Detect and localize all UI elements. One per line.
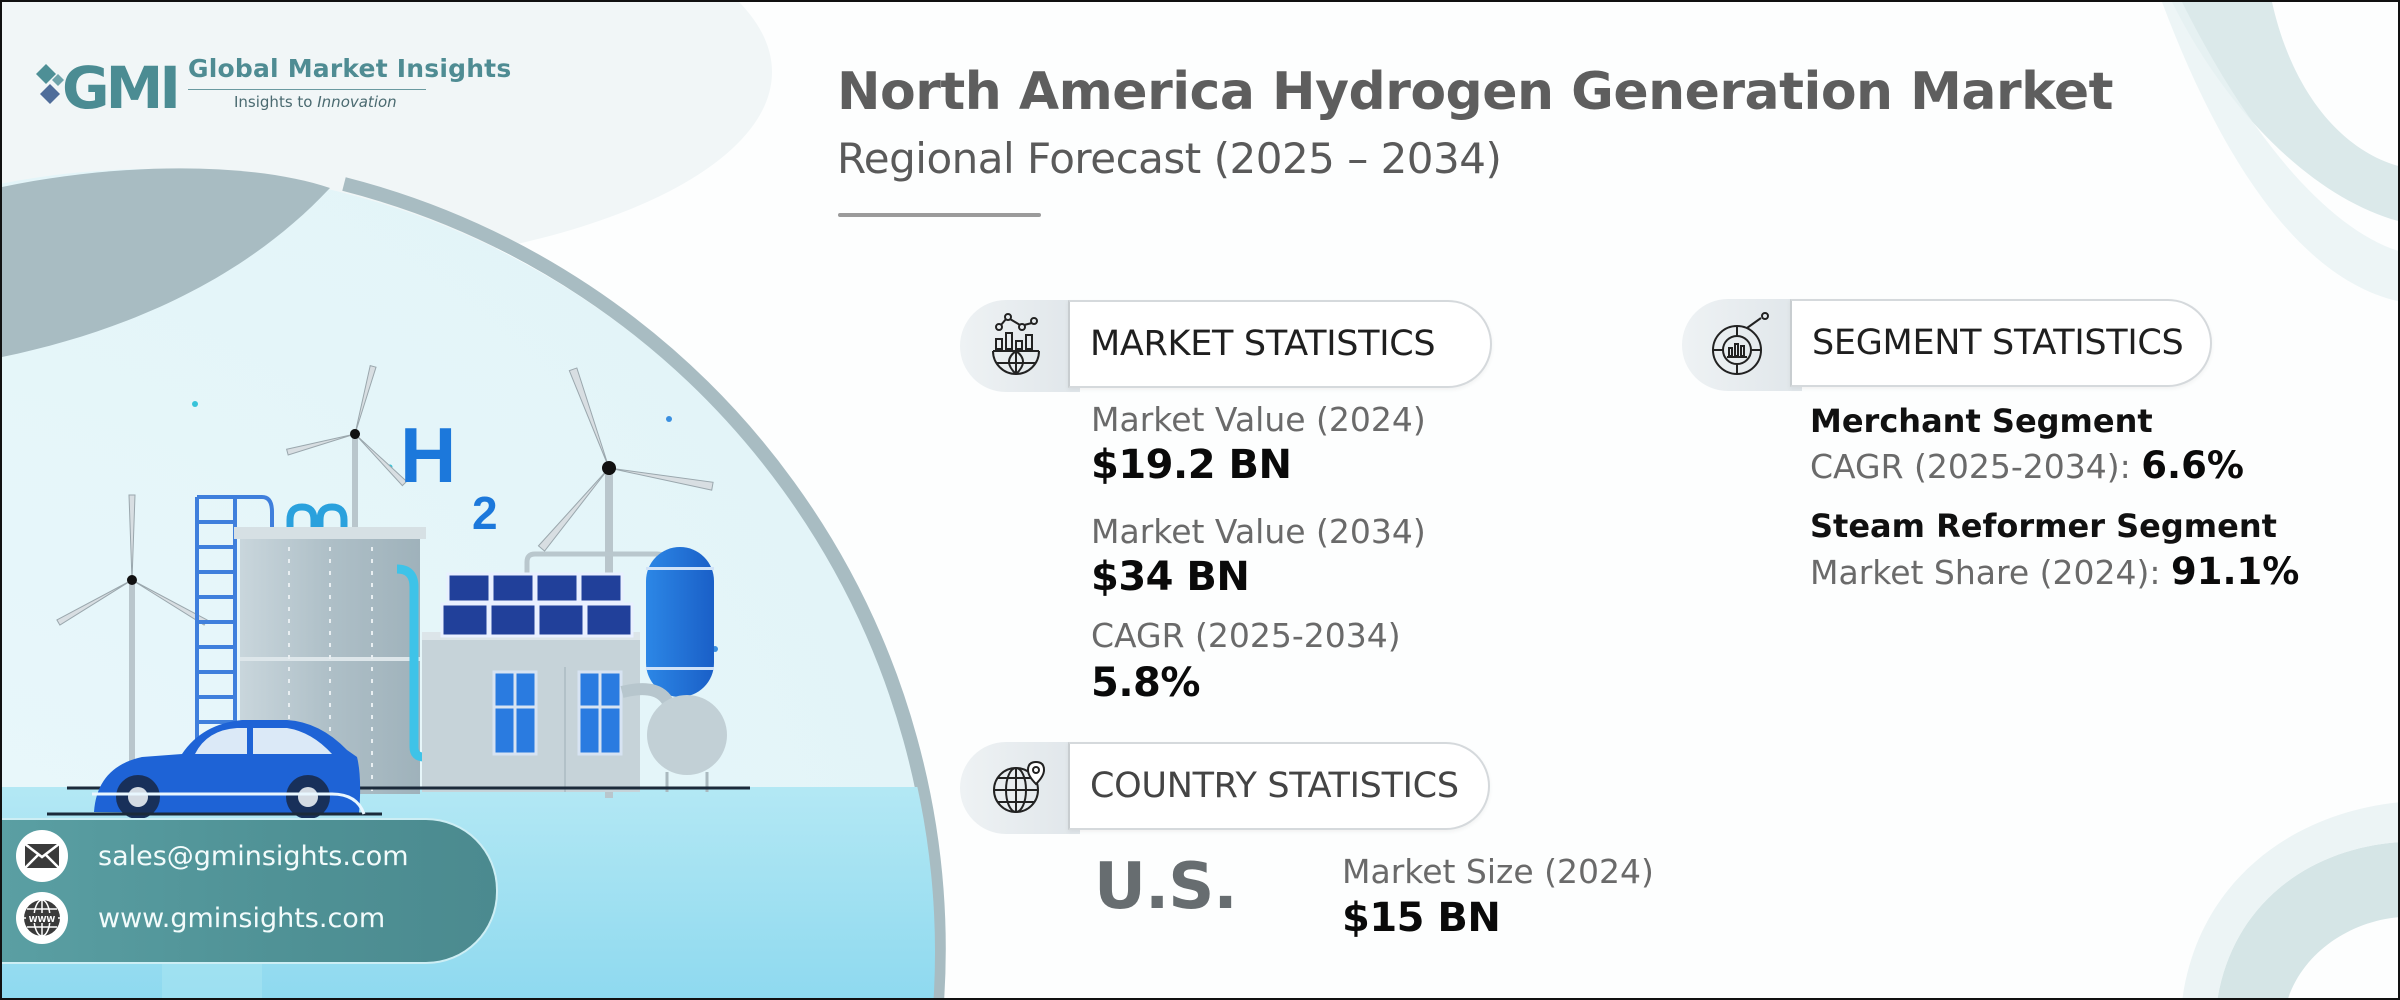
market-statistics-label-box: MARKET STATISTICS	[1068, 300, 1492, 388]
country-statistics-header: COUNTRY STATISTICS	[960, 742, 1490, 834]
segment-statistics-header: SEGMENT STATISTICS	[1682, 299, 2212, 391]
svg-text:WWW: WWW	[29, 915, 56, 924]
globe-pin-icon	[960, 742, 1080, 834]
title-underline	[838, 213, 1041, 217]
stat-value-market-value-2034: $34 BN	[1091, 554, 1250, 600]
country-statistics-label-box: COUNTRY STATISTICS	[1068, 742, 1490, 830]
contact-panel: sales@gminsights.com WWW www.gminsights.…	[2, 818, 498, 964]
contact-email[interactable]: sales@gminsights.com	[16, 830, 409, 882]
country-statistics-heading: COUNTRY STATISTICS	[1090, 766, 1459, 806]
contact-website-text[interactable]: www.gminsights.com	[98, 902, 386, 934]
page-subtitle: Regional Forecast (2025 – 2034)	[837, 134, 1502, 183]
stat-label-market-value-2024: Market Value (2024)	[1091, 400, 1426, 439]
segment-metric-steam-reformer: Market Share (2024): 91.1%	[1810, 550, 2299, 593]
brand-tagline: Insights to Innovation	[234, 93, 397, 111]
mail-icon	[16, 830, 68, 882]
country-market-size-value: $15 BN	[1342, 895, 1501, 941]
contact-email-text[interactable]: sales@gminsights.com	[98, 840, 409, 872]
stat-value-market-value-2024: $19.2 BN	[1091, 442, 1292, 488]
svg-text:H: H	[400, 411, 456, 499]
contact-website[interactable]: WWW www.gminsights.com	[16, 892, 385, 944]
stat-label-market-value-2034: Market Value (2034)	[1091, 512, 1426, 551]
segment-title-merchant: Merchant Segment	[1810, 402, 2153, 440]
chart-globe-icon	[960, 300, 1080, 392]
tagline-prefix: Insights to	[234, 93, 313, 111]
segment-statistics-label-box: SEGMENT STATISTICS	[1790, 299, 2212, 387]
stat-value-cagr: 5.8%	[1091, 660, 1200, 706]
segment-metric-value: 6.6%	[2141, 444, 2244, 487]
car-illustration	[47, 720, 382, 819]
market-statistics-heading: MARKET STATISTICS	[1090, 324, 1436, 364]
page-title: North America Hydrogen Generation Market	[837, 62, 2113, 122]
svg-text:GMI: GMI	[62, 54, 177, 114]
country-market-size-label: Market Size (2024)	[1342, 852, 1654, 891]
segment-metric-label: CAGR (2025-2034):	[1810, 447, 2131, 486]
segment-pie-icon	[1682, 299, 1802, 391]
tagline-italic: Innovation	[317, 93, 397, 111]
brand-divider	[188, 89, 426, 90]
brand-name: Global Market Insights	[188, 54, 512, 83]
www-globe-icon: WWW	[16, 892, 68, 944]
country-name: U.S.	[1094, 850, 1238, 924]
stat-label-cagr: CAGR (2025-2034)	[1091, 616, 1401, 655]
hydrogen-illustration: H 2	[47, 364, 750, 819]
segment-title-steam-reformer: Steam Reformer Segment	[1810, 507, 2277, 545]
segment-metric-label: Market Share (2024):	[1810, 553, 2161, 592]
segment-statistics-heading: SEGMENT STATISTICS	[1812, 323, 2184, 363]
gmi-logo-icon: GMI	[36, 54, 181, 114]
segment-metric-value: 91.1%	[2171, 550, 2300, 593]
segment-metric-merchant: CAGR (2025-2034): 6.6%	[1810, 444, 2244, 487]
market-statistics-header: MARKET STATISTICS	[960, 300, 1492, 392]
svg-text:2: 2	[472, 487, 498, 539]
